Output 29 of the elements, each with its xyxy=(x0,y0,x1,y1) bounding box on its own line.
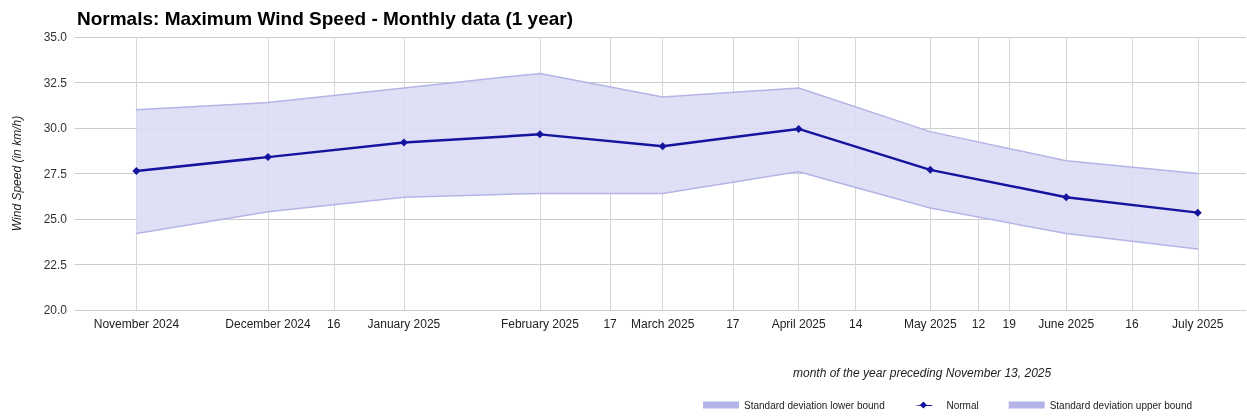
x-tick-label: April 2025 xyxy=(771,317,826,331)
x-tick-label: 12 xyxy=(971,317,986,331)
x-tick-label: January 2025 xyxy=(367,317,441,331)
y-tick-label: 22.5 xyxy=(43,257,68,272)
x-tick-label: February 2025 xyxy=(500,317,580,331)
x-tick-label: July 2025 xyxy=(1172,317,1224,331)
legend-label: Standard deviation upper bound xyxy=(1049,399,1193,411)
chart-title: Normals: Maximum Wind Speed - Monthly data (1 year) xyxy=(77,8,574,29)
x-tick-label: December 2024 xyxy=(225,317,311,331)
y-tick-label: 25.0 xyxy=(43,212,68,226)
x-tick-label: 17 xyxy=(603,317,618,331)
x-tick-label: November 2024 xyxy=(93,317,180,331)
x-tick-label: 16 xyxy=(327,317,341,331)
y-tick-label: 35.0 xyxy=(43,30,68,44)
legend-label: Standard deviation lower bound xyxy=(744,399,885,411)
x-tick-label: 19 xyxy=(1002,317,1017,331)
y-tick-label: 27.5 xyxy=(43,166,68,181)
x-tick-label: 17 xyxy=(726,317,740,331)
x-tick-label: June 2025 xyxy=(1038,317,1095,331)
legend-label: Normal xyxy=(946,399,979,411)
x-axis-title: month of the year preceding November 13, 2025 xyxy=(793,366,1052,380)
y-axis-title: Wind Speed (in km/h) xyxy=(10,115,24,232)
x-tick-label: May 2025 xyxy=(903,317,957,331)
y-tick-label: 20.0 xyxy=(43,303,68,317)
x-tick-label: March 2025 xyxy=(631,317,695,331)
y-tick-label: 32.5 xyxy=(43,75,68,90)
x-tick-label: 16 xyxy=(1125,317,1139,331)
x-tick-label: 14 xyxy=(848,317,863,331)
y-tick-label: 30.0 xyxy=(43,121,68,135)
